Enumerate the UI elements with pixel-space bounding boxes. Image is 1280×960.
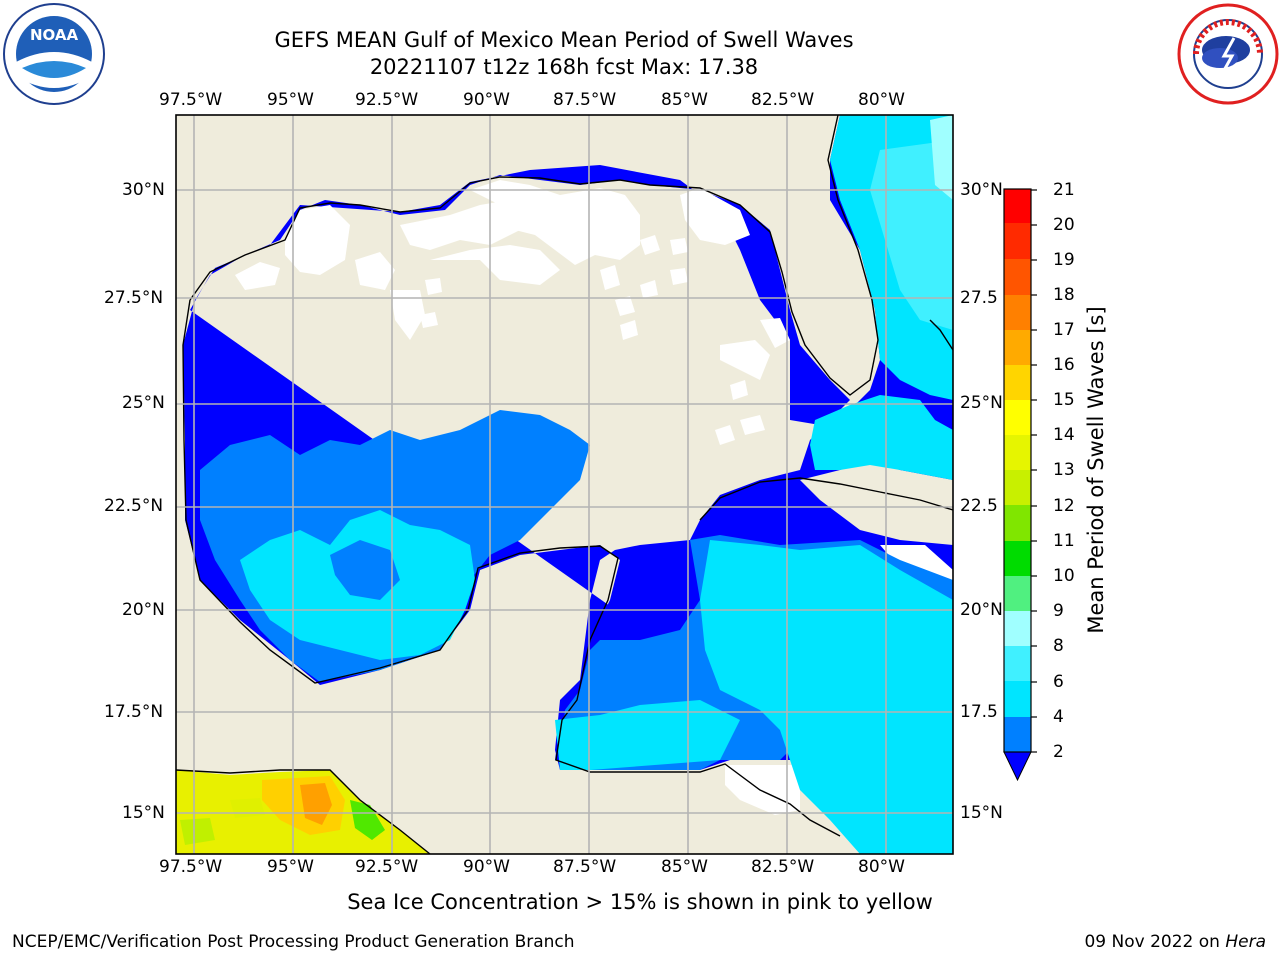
- lon-label-top: 82.5°W: [751, 90, 815, 110]
- colorbar-tick-label: 19: [1053, 250, 1075, 270]
- period-8-9-zone-atlantic: [930, 115, 953, 200]
- colorbar-tick-label: 4: [1053, 707, 1064, 727]
- footer-date-text: 09 Nov 2022 on: [1084, 932, 1226, 952]
- lat-label-left: 30°N: [122, 180, 165, 200]
- colorbar-tick-label: 20: [1053, 215, 1075, 235]
- period-6-8-zone-atlantic: [870, 140, 953, 330]
- colorbar-tick-label: 12: [1053, 496, 1075, 516]
- lat-label-right: 25°N: [960, 393, 1003, 413]
- colorbar-tick-label: 2: [1053, 742, 1064, 762]
- colorbar-tick-label: 16: [1053, 355, 1075, 375]
- footer-date: 09 Nov 2022 on Hera: [1084, 932, 1266, 952]
- colorbar-tick-label: 21: [1053, 180, 1075, 200]
- lon-label-top: 97.5°W: [159, 90, 223, 110]
- sea-ice-note-text: Sea Ice Concentration > 15% is shown in …: [347, 890, 933, 914]
- colorbar-tick-label: 9: [1053, 601, 1064, 621]
- period-4-6-zone-straits: [810, 395, 953, 480]
- map-subtitle: 20221107 t12z 168h fcst Max: 17.38: [369, 55, 759, 79]
- lon-label-top: 85°W: [661, 90, 708, 110]
- lat-label-left: 17.5°N: [104, 702, 164, 722]
- lon-label-bottom: 85°W: [661, 857, 708, 877]
- map-frame: [175, 114, 954, 855]
- period-11-12-zone-pacific: [350, 800, 385, 840]
- colorbar-tick-label: 13: [1053, 460, 1075, 480]
- map-title: GEFS MEAN Gulf of Mexico Mean Period of …: [274, 28, 854, 52]
- colorbar-tick-label: 18: [1053, 285, 1075, 305]
- colorbar-tick-label: 6: [1053, 672, 1064, 692]
- period-17-18-zone-pacific: [300, 783, 332, 825]
- period-2-4-inner-gulf: [330, 540, 400, 600]
- lat-label-left: 27.5°N: [104, 288, 164, 308]
- period-4-6-zone-nicaragua: [555, 700, 740, 770]
- sea-ice-note: Sea Ice Concentration > 15% is shown in …: [0, 890, 1280, 914]
- lon-label-bottom: 92.5°W: [355, 857, 419, 877]
- nws-logo: [1176, 2, 1280, 106]
- period-12-13-zone-pacific: [180, 818, 215, 845]
- footer-credit: NCEP/EMC/Verification Post Processing Pr…: [12, 932, 575, 952]
- lon-label-bottom: 95°W: [267, 857, 314, 877]
- period-4-6-zone-caribbean: [700, 540, 953, 854]
- noaa-logo: NOAA: [2, 2, 106, 106]
- lon-label-top: 90°W: [463, 90, 510, 110]
- colorbar-tick-label: 15: [1053, 390, 1075, 410]
- lat-label-left: 25°N: [122, 393, 165, 413]
- lat-label-right: 27.5: [960, 288, 998, 308]
- no-data-patches: [235, 180, 953, 815]
- noaa-logo-text: NOAA: [30, 26, 79, 44]
- footer-host: Hera: [1225, 932, 1266, 952]
- lon-label-top: 95°W: [267, 90, 314, 110]
- lat-label-right: 15°N: [960, 803, 1003, 823]
- lon-label-bottom: 90°W: [463, 857, 510, 877]
- lon-label-bottom: 80°W: [858, 857, 905, 877]
- lon-label-bottom: 87.5°W: [553, 857, 617, 877]
- period-13-14-zone-pacific: [230, 798, 265, 818]
- lat-label-left: 20°N: [122, 600, 165, 620]
- colorbar-tick-label: 8: [1053, 636, 1064, 656]
- colorbar-tick-label: 14: [1053, 425, 1075, 445]
- colorbar-label: Mean Period of Swell Waves [s]: [1084, 306, 1108, 634]
- lat-label-right: 30°N: [960, 180, 1003, 200]
- coastlines: [176, 115, 953, 854]
- lat-label-left: 22.5°N: [104, 496, 164, 516]
- colorbar-tick-label: 11: [1053, 531, 1075, 551]
- lon-label-bottom: 82.5°W: [751, 857, 815, 877]
- lat-label-right: 20°N: [960, 600, 1003, 620]
- lat-label-right: 17.5: [960, 702, 998, 722]
- graticule: [176, 115, 953, 854]
- lat-label-right: 22.5: [960, 496, 998, 516]
- colorbar-tick-label: 10: [1053, 566, 1075, 586]
- lon-label-top: 92.5°W: [355, 90, 419, 110]
- colorbar: [1003, 188, 1037, 782]
- lon-label-top: 87.5°W: [553, 90, 617, 110]
- swell-period-field: [176, 115, 953, 854]
- colorbar-tick-label: 17: [1053, 320, 1075, 340]
- lon-label-bottom: 97.5°W: [159, 857, 223, 877]
- lon-label-top: 80°W: [858, 90, 905, 110]
- lat-label-left: 15°N: [122, 803, 165, 823]
